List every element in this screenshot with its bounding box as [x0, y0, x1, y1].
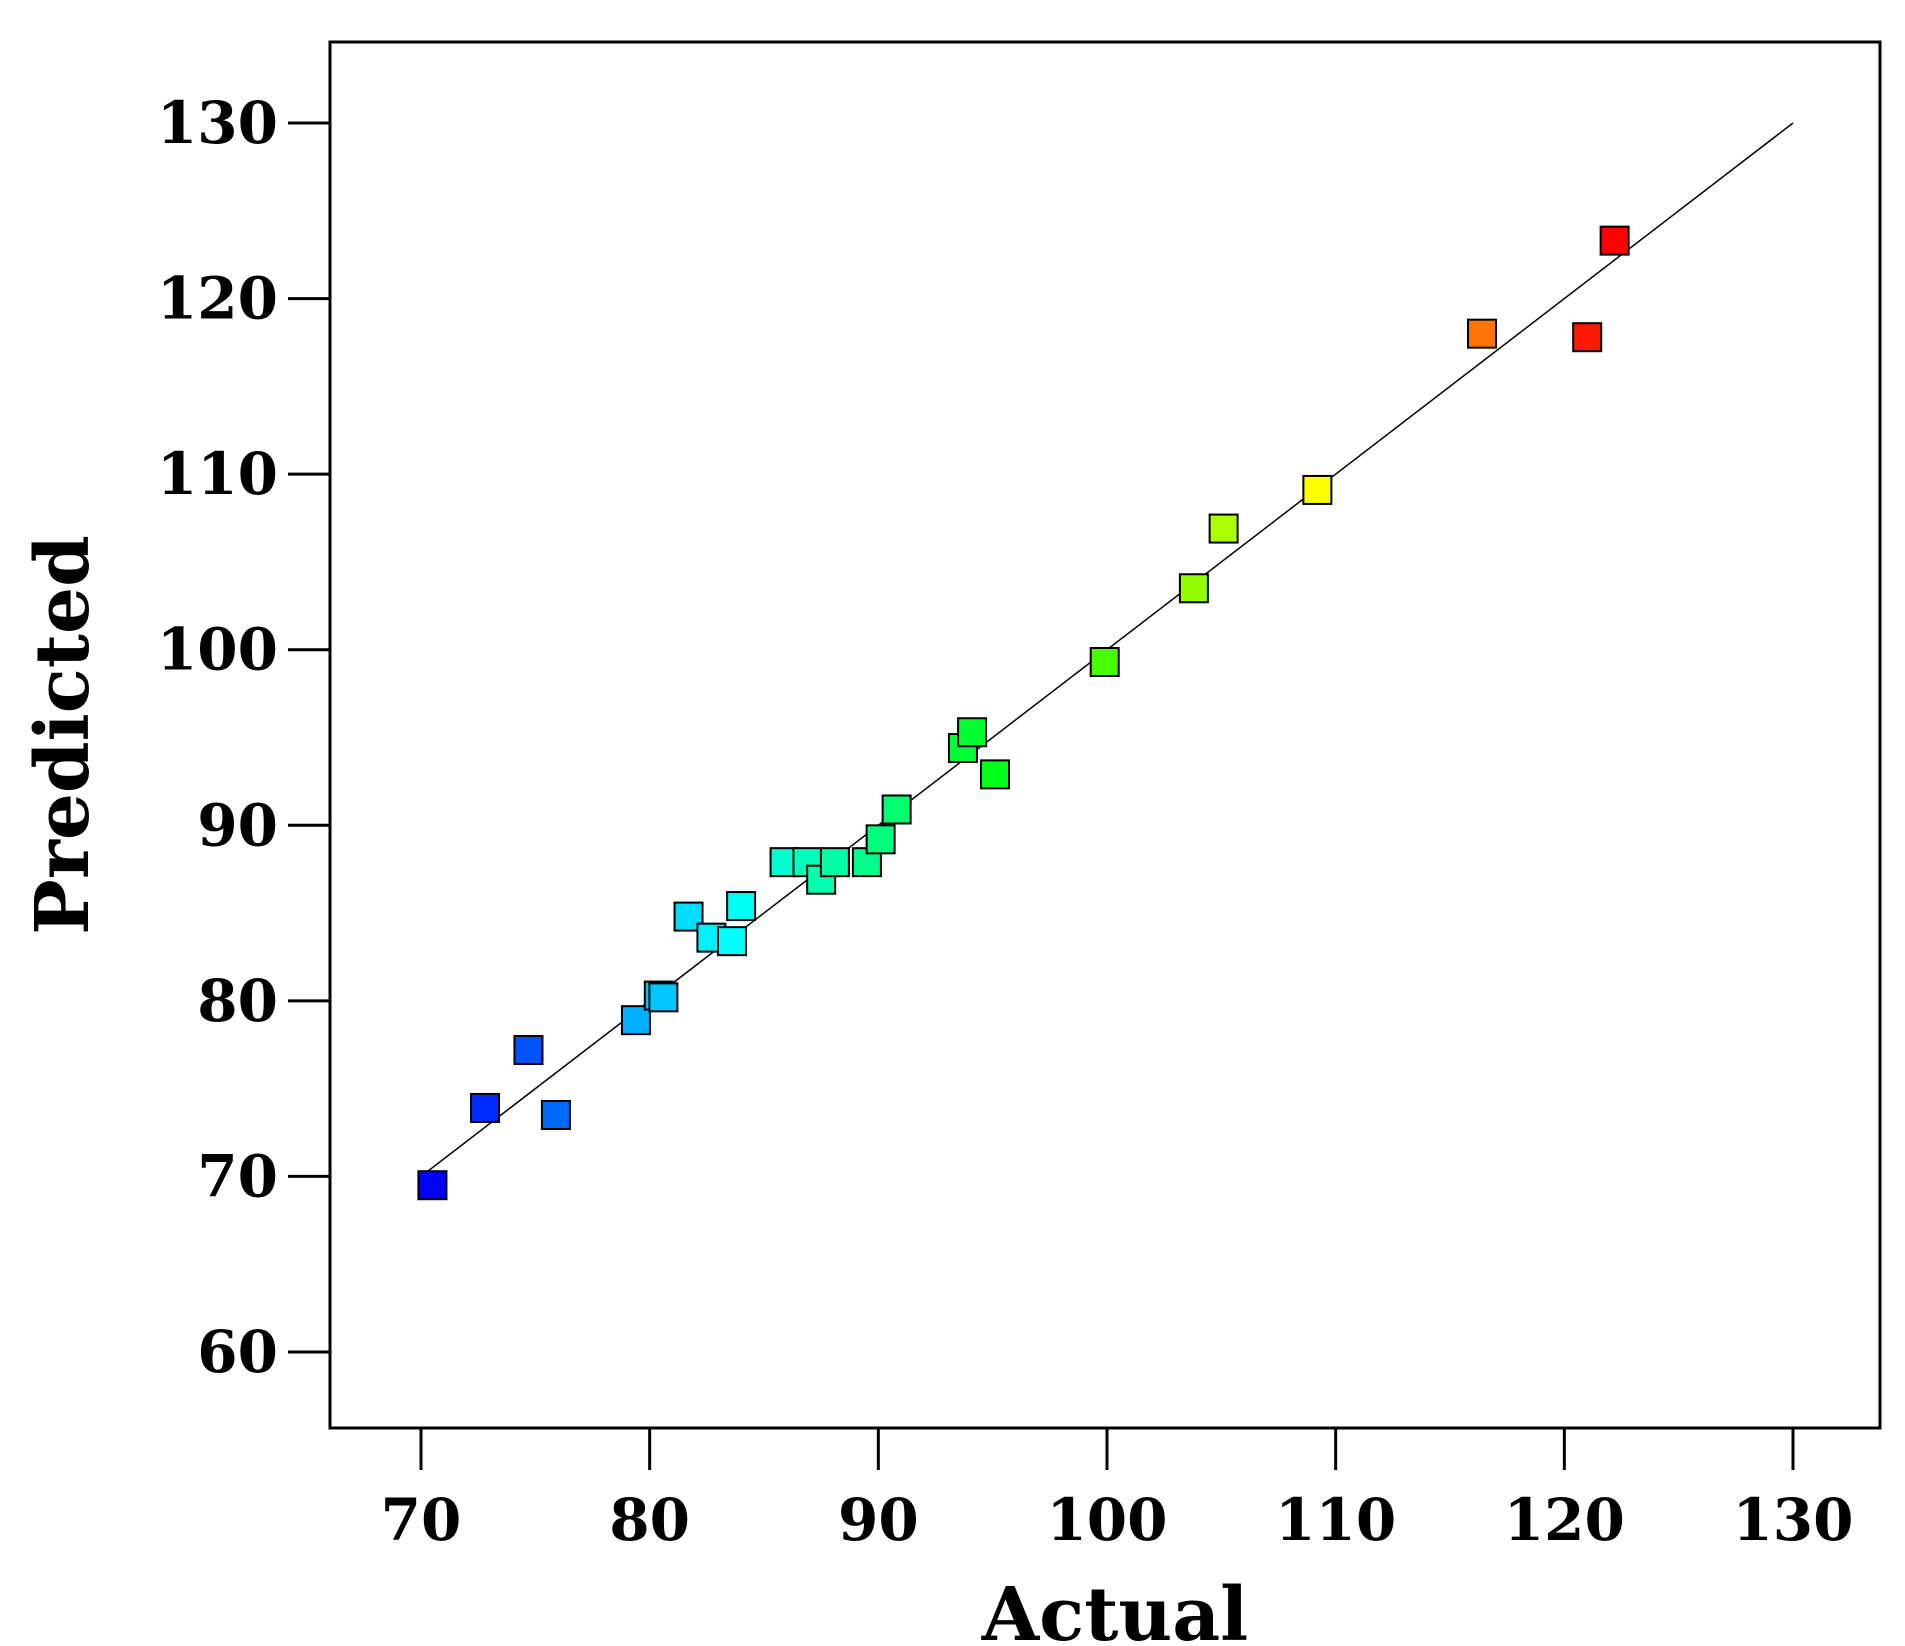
- y-tick-label: 80: [197, 967, 278, 1035]
- x-tick-label: 70: [381, 1486, 462, 1554]
- x-tick-label: 110: [1275, 1486, 1396, 1554]
- data-point: [1572, 322, 1603, 353]
- y-tick-label: 120: [157, 265, 278, 333]
- data-point: [1302, 474, 1333, 505]
- y-tick-label: 70: [197, 1142, 278, 1210]
- plot-frame: [328, 40, 1882, 1430]
- data-point: [865, 824, 896, 855]
- data-point: [819, 847, 850, 878]
- y-tick-label: 110: [157, 440, 278, 508]
- data-point: [540, 1099, 571, 1130]
- y-tick-label: 130: [157, 89, 278, 157]
- y-tick-label: 90: [197, 791, 278, 859]
- data-point: [1467, 318, 1498, 349]
- x-tick-label: 80: [609, 1486, 690, 1554]
- x-tick-label: 120: [1504, 1486, 1625, 1554]
- y-axis: 60 70 80 90 100 110 120 130: [157, 89, 330, 1386]
- x-tick-label: 130: [1732, 1486, 1853, 1554]
- data-point: [648, 982, 679, 1013]
- data-point: [1208, 513, 1239, 544]
- data-point: [1089, 647, 1120, 678]
- data-point: [979, 759, 1010, 790]
- data-points: [417, 225, 1630, 1201]
- x-axis: 70 80 90 100 110 120 130: [381, 1428, 1854, 1554]
- x-axis-title: Actual: [981, 1572, 1249, 1646]
- data-point: [716, 926, 747, 957]
- data-point: [957, 717, 988, 748]
- y-tick-label: 100: [157, 616, 278, 684]
- data-point: [881, 794, 912, 825]
- data-point: [470, 1092, 501, 1123]
- x-tick-label: 90: [838, 1486, 919, 1554]
- y-tick-label: 60: [197, 1318, 278, 1386]
- x-tick-label: 100: [1046, 1486, 1167, 1554]
- y-axis-title: Predicted: [20, 535, 106, 935]
- data-point: [417, 1170, 448, 1201]
- data-point: [1599, 225, 1630, 256]
- data-point: [620, 1005, 651, 1036]
- data-point: [1178, 573, 1209, 604]
- data-point: [726, 891, 757, 922]
- data-point: [513, 1035, 544, 1066]
